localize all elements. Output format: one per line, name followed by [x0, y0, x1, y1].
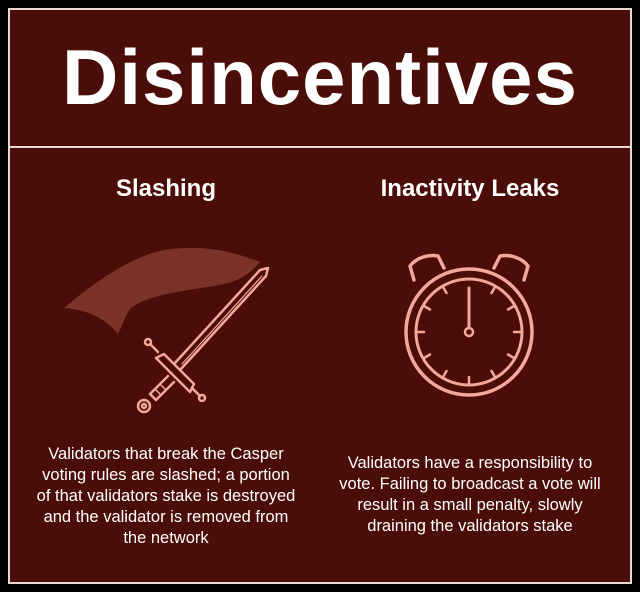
- sword-blade: [172, 266, 270, 372]
- flag-shape: [64, 247, 260, 334]
- inactivity-description: Validators have a responsibility to vote…: [339, 454, 601, 535]
- stopwatch-outer-ring: [404, 267, 534, 397]
- slashing-description: Validators that break the Casper voting …: [36, 445, 296, 547]
- stopwatch-icon: [404, 253, 534, 397]
- stopwatch-button-left: [408, 253, 446, 282]
- stopwatch-tick: [422, 353, 432, 360]
- inactivity-column: Inactivity Leaks Validators have a respo…: [318, 148, 622, 582]
- page-title: Disincentives: [62, 33, 578, 121]
- slashing-column: Slashing: [14, 148, 318, 582]
- slashing-heading: Slashing: [115, 175, 217, 202]
- sword-grip: [148, 374, 176, 402]
- stopwatch-button-right: [492, 253, 530, 282]
- inactivity-heading: Inactivity Leaks: [380, 175, 560, 202]
- stopwatch-tick: [506, 304, 516, 311]
- stopwatch-ticks: [415, 285, 523, 386]
- stopwatch-tick: [490, 285, 497, 295]
- stopwatch-tick: [441, 369, 448, 379]
- sword-pommel: [136, 398, 152, 414]
- sword-crossguard: [154, 352, 196, 394]
- stopwatch-tick: [506, 353, 516, 360]
- infographic-panel: Disincentives Slashing: [8, 8, 632, 584]
- title-divider: [10, 146, 630, 148]
- stopwatch-tick: [490, 369, 497, 379]
- flag-sword-icon: [64, 247, 270, 414]
- stopwatch-tick: [441, 285, 448, 295]
- stopwatch-tick: [422, 304, 432, 311]
